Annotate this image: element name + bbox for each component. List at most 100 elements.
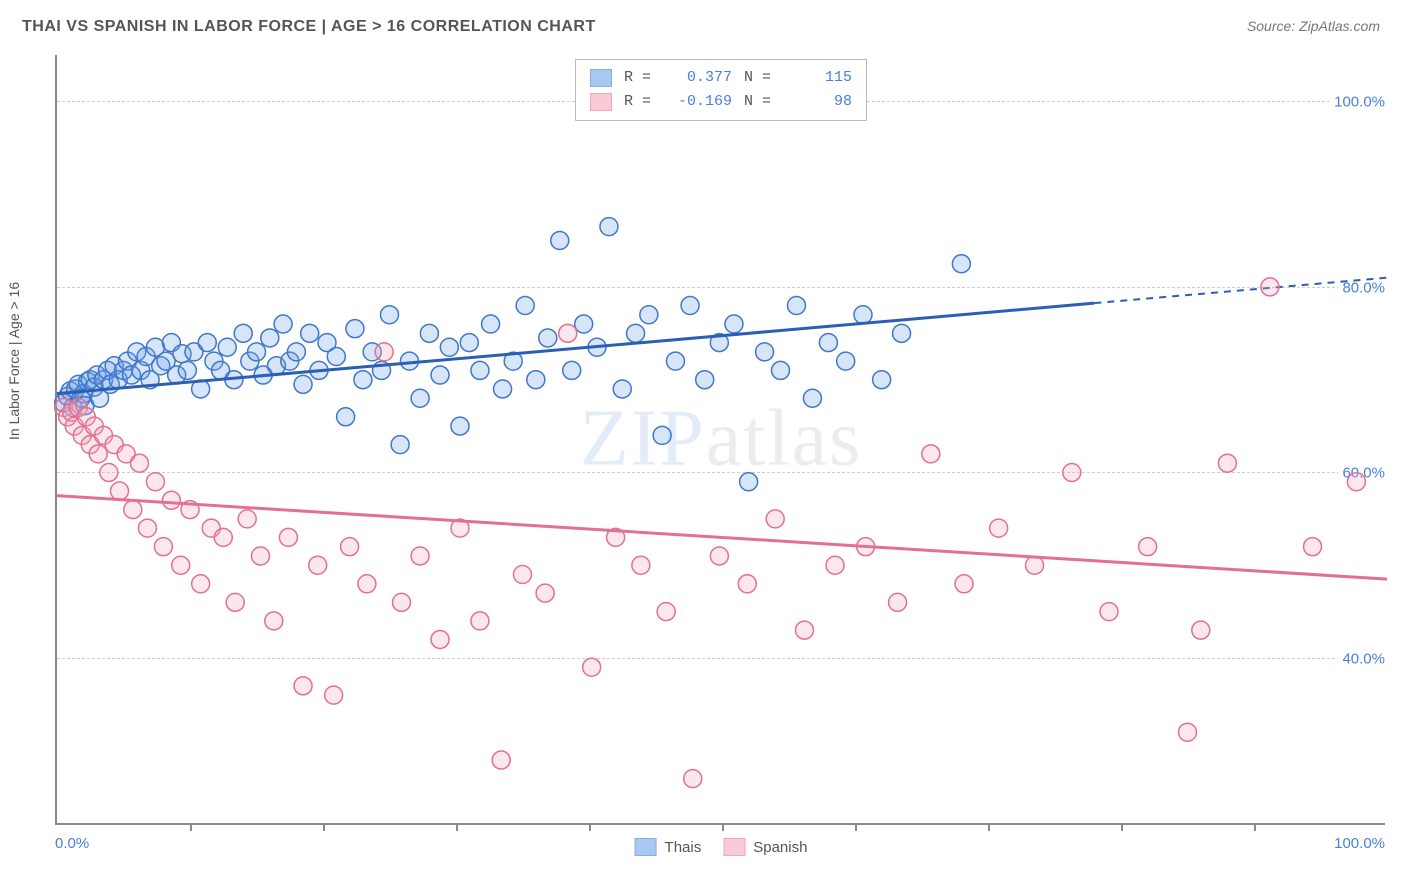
- legend-label-thais: Thais: [665, 839, 702, 856]
- swatch-spanish: [590, 93, 612, 111]
- data-point-thais: [772, 361, 790, 379]
- data-point-spanish: [100, 463, 118, 481]
- data-point-spanish: [358, 575, 376, 593]
- data-point-thais: [337, 408, 355, 426]
- data-point-thais: [613, 380, 631, 398]
- data-point-spanish: [632, 556, 650, 574]
- data-point-spanish: [124, 501, 142, 519]
- data-point-spanish: [89, 445, 107, 463]
- data-point-thais: [527, 371, 545, 389]
- data-point-thais: [819, 334, 837, 352]
- data-point-thais: [893, 324, 911, 342]
- data-point-spanish: [795, 621, 813, 639]
- data-point-spanish: [1304, 538, 1322, 556]
- stats-row-spanish: R = -0.169 N = 98: [590, 90, 852, 114]
- r-label-spanish: R =: [624, 90, 656, 114]
- data-point-thais: [551, 232, 569, 250]
- data-point-thais: [327, 348, 345, 366]
- data-point-thais: [431, 366, 449, 384]
- data-point-thais: [391, 436, 409, 454]
- data-point-spanish: [1261, 278, 1279, 296]
- data-point-spanish: [583, 658, 601, 676]
- data-point-spanish: [492, 751, 510, 769]
- data-point-spanish: [111, 482, 129, 500]
- data-point-spanish: [154, 538, 172, 556]
- chart-container: THAI VS SPANISH IN LABOR FORCE | AGE > 1…: [0, 0, 1406, 892]
- data-point-thais: [234, 324, 252, 342]
- r-label-thais: R =: [624, 66, 656, 90]
- data-point-thais: [482, 315, 500, 333]
- data-point-thais: [725, 315, 743, 333]
- data-point-thais: [516, 296, 534, 314]
- data-point-spanish: [325, 686, 343, 704]
- x-axis-max-label: 100.0%: [1334, 835, 1385, 852]
- data-point-spanish: [172, 556, 190, 574]
- data-point-thais: [873, 371, 891, 389]
- data-point-spanish: [265, 612, 283, 630]
- data-point-thais: [640, 306, 658, 324]
- data-point-thais: [346, 320, 364, 338]
- data-point-thais: [563, 361, 581, 379]
- data-point-thais: [460, 334, 478, 352]
- data-point-spanish: [955, 575, 973, 593]
- r-value-spanish: -0.169: [668, 90, 732, 114]
- legend-label-spanish: Spanish: [753, 839, 807, 856]
- data-point-thais: [471, 361, 489, 379]
- data-point-thais: [666, 352, 684, 370]
- data-point-spanish: [341, 538, 359, 556]
- legend-item-thais: Thais: [635, 838, 702, 856]
- data-point-thais: [653, 426, 671, 444]
- x-axis-min-label: 0.0%: [55, 835, 89, 852]
- data-point-thais: [854, 306, 872, 324]
- data-point-spanish: [162, 491, 180, 509]
- data-point-thais: [440, 338, 458, 356]
- data-point-thais: [600, 218, 618, 236]
- legend-item-spanish: Spanish: [723, 838, 807, 856]
- r-value-thais: 0.377: [668, 66, 732, 90]
- data-point-thais: [952, 255, 970, 273]
- xtick: [323, 823, 325, 831]
- data-point-thais: [301, 324, 319, 342]
- data-point-spanish: [214, 528, 232, 546]
- data-point-thais: [274, 315, 292, 333]
- xtick: [855, 823, 857, 831]
- data-point-spanish: [536, 584, 554, 602]
- data-point-spanish: [1100, 603, 1118, 621]
- source-attribution: Source: ZipAtlas.com: [1247, 18, 1380, 34]
- data-point-thais: [248, 343, 266, 361]
- xtick: [722, 823, 724, 831]
- data-point-spanish: [657, 603, 675, 621]
- data-point-spanish: [1192, 621, 1210, 639]
- data-point-thais: [575, 315, 593, 333]
- data-point-spanish: [146, 473, 164, 491]
- n-value-thais: 115: [788, 66, 852, 90]
- source-link[interactable]: ZipAtlas.com: [1299, 18, 1380, 34]
- stats-row-thais: R = 0.377 N = 115: [590, 66, 852, 90]
- data-point-spanish: [710, 547, 728, 565]
- data-point-spanish: [392, 593, 410, 611]
- data-point-spanish: [738, 575, 756, 593]
- data-point-thais: [420, 324, 438, 342]
- source-prefix: Source:: [1247, 18, 1299, 34]
- data-point-thais: [787, 296, 805, 314]
- data-point-spanish: [1026, 556, 1044, 574]
- data-point-thais: [803, 389, 821, 407]
- data-point-thais: [198, 334, 216, 352]
- xtick: [456, 823, 458, 831]
- data-point-thais: [740, 473, 758, 491]
- data-point-thais: [696, 371, 714, 389]
- xtick: [988, 823, 990, 831]
- data-point-spanish: [1179, 723, 1197, 741]
- data-point-spanish: [431, 630, 449, 648]
- data-point-thais: [451, 417, 469, 435]
- y-axis-label: In Labor Force | Age > 16: [6, 282, 22, 440]
- data-point-spanish: [192, 575, 210, 593]
- scatter-svg: [57, 55, 1385, 823]
- data-point-spanish: [226, 593, 244, 611]
- data-point-spanish: [130, 454, 148, 472]
- data-point-thais: [494, 380, 512, 398]
- data-point-thais: [218, 338, 236, 356]
- plot-area: ZIPatlas 40.0%60.0%80.0%100.0% R = 0.377…: [55, 55, 1385, 825]
- data-point-thais: [287, 343, 305, 361]
- data-point-spanish: [411, 547, 429, 565]
